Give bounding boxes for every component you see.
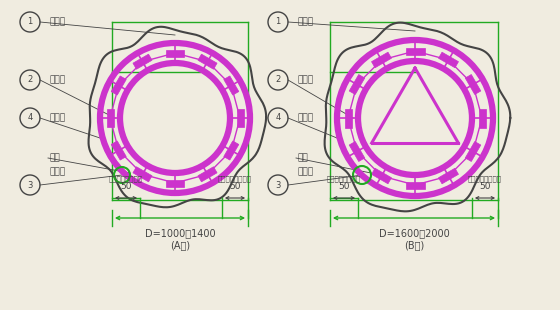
Polygon shape (405, 47, 424, 55)
Text: D=1600～2000: D=1600～2000 (379, 228, 449, 238)
Text: 3: 3 (276, 180, 281, 189)
Polygon shape (371, 168, 391, 184)
Polygon shape (166, 179, 184, 187)
Text: 2: 2 (27, 76, 32, 85)
Text: (A型): (A型) (170, 240, 190, 250)
Polygon shape (106, 109, 114, 127)
Text: 焊接: 焊接 (50, 153, 60, 162)
Text: （纵筋净保护层）: （纵筋净保护层） (327, 175, 361, 182)
Text: 长纵筋: 长纵筋 (298, 17, 314, 26)
Text: 50: 50 (229, 182, 241, 191)
Polygon shape (349, 142, 365, 162)
Text: 4: 4 (27, 113, 32, 122)
Polygon shape (344, 108, 352, 127)
Text: 50: 50 (120, 182, 132, 191)
Polygon shape (111, 76, 126, 95)
Text: 2: 2 (276, 76, 281, 85)
Text: 50: 50 (479, 182, 491, 191)
Text: 长纵筋: 长纵筋 (50, 17, 66, 26)
Text: 50: 50 (338, 182, 350, 191)
Text: D=1000～1400: D=1000～1400 (144, 228, 215, 238)
Polygon shape (198, 167, 217, 182)
Text: （纵筋净保护层）: （纵筋净保护层） (468, 175, 502, 182)
Text: 1: 1 (27, 17, 32, 26)
Text: 4: 4 (276, 113, 281, 122)
Polygon shape (166, 50, 184, 56)
Polygon shape (133, 54, 152, 69)
Polygon shape (438, 168, 459, 184)
Polygon shape (478, 108, 486, 127)
Polygon shape (438, 52, 459, 68)
Polygon shape (405, 181, 424, 188)
Text: （纵筋净保护层）: （纵筋净保护层） (218, 175, 252, 182)
Text: (B型): (B型) (404, 240, 424, 250)
Polygon shape (198, 54, 217, 69)
Text: （纵筋净保护层）: （纵筋净保护层） (109, 175, 143, 182)
Text: 加劲筋: 加劲筋 (50, 167, 66, 176)
Polygon shape (349, 74, 365, 95)
Polygon shape (236, 109, 244, 127)
Text: 加劲筋: 加劲筋 (298, 167, 314, 176)
Text: 3: 3 (27, 180, 32, 189)
Polygon shape (371, 52, 391, 68)
Polygon shape (465, 142, 481, 162)
Polygon shape (224, 141, 239, 160)
Polygon shape (133, 167, 152, 182)
Text: 短纵筋: 短纵筋 (50, 76, 66, 85)
Text: 焊接: 焊接 (298, 153, 309, 162)
Polygon shape (465, 74, 481, 95)
Text: 短纵筋: 短纵筋 (298, 76, 314, 85)
Polygon shape (111, 141, 126, 160)
Polygon shape (224, 76, 239, 95)
Text: 负旋筋: 负旋筋 (298, 113, 314, 122)
Text: 1: 1 (276, 17, 281, 26)
Text: 负旋筋: 负旋筋 (50, 113, 66, 122)
